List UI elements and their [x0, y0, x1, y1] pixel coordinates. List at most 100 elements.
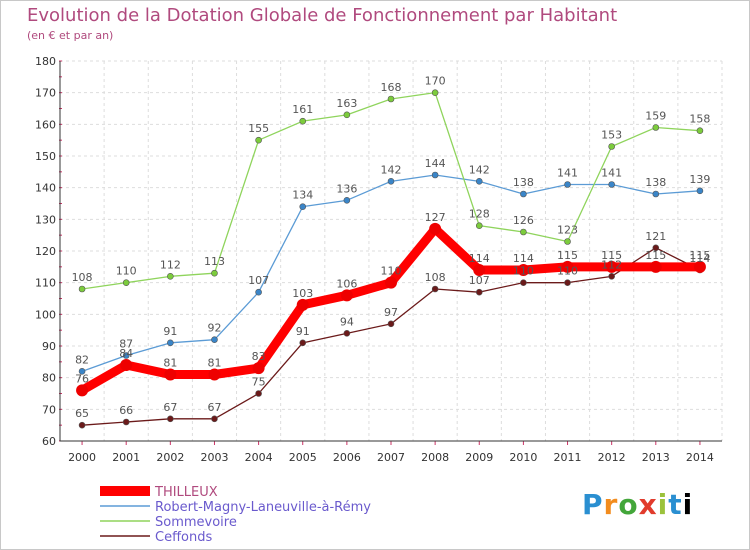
y-tick-label: 60: [42, 435, 56, 448]
data-point: [387, 320, 395, 328]
data-point: [255, 288, 262, 296]
data-label: 65: [75, 407, 89, 420]
x-tick-label: 2009: [465, 451, 493, 464]
data-point: [475, 288, 483, 296]
data-label: 141: [557, 167, 578, 180]
data-label: 83: [252, 350, 266, 363]
y-tick-label: 90: [42, 340, 56, 353]
data-point: [340, 289, 353, 302]
data-point: [608, 143, 615, 150]
x-tick-label: 2004: [245, 451, 273, 464]
data-label: 159: [645, 110, 666, 123]
data-point: [473, 264, 486, 276]
data-label: 81: [207, 357, 221, 370]
data-label: 107: [248, 274, 269, 287]
data-label: 75: [252, 376, 266, 389]
data-label: 91: [296, 325, 310, 338]
data-point: [120, 359, 133, 371]
data-label: 121: [645, 230, 666, 243]
data-label: 123: [557, 224, 578, 237]
y-tick-label: 110: [35, 277, 56, 290]
y-tick-label: 150: [35, 150, 56, 163]
proxiti-logo: Proxiti: [582, 488, 694, 521]
chart-subtitle: (en € et par an): [27, 29, 114, 42]
data-label: 97: [384, 306, 398, 319]
data-point: [78, 421, 86, 429]
y-tick-label: 140: [35, 182, 56, 195]
data-point: [605, 260, 618, 273]
data-point: [696, 127, 704, 134]
data-point: [520, 279, 527, 286]
data-label: 76: [75, 372, 89, 385]
data-point: [564, 279, 571, 286]
data-point: [122, 352, 130, 359]
data-point: [211, 269, 218, 277]
data-label: 163: [336, 97, 357, 110]
data-label: 141: [601, 167, 622, 180]
data-point: [696, 187, 704, 195]
data-label: 161: [292, 103, 313, 116]
x-tick-label: 2000: [68, 451, 96, 464]
data-point: [564, 181, 571, 188]
data-point: [649, 260, 662, 273]
data-point: [385, 276, 397, 289]
grid-lines: [59, 60, 723, 442]
data-label: 114: [513, 252, 534, 265]
data-point: [564, 238, 571, 245]
x-tick-label: 2013: [642, 451, 670, 464]
data-point: [431, 89, 439, 96]
data-label: 170: [425, 75, 446, 88]
data-point: [652, 124, 660, 131]
data-point: [520, 228, 527, 236]
data-label: 115: [557, 249, 578, 262]
legend-label: Ceffonds: [155, 530, 212, 545]
y-tick-label: 160: [35, 118, 56, 131]
data-point: [475, 178, 483, 185]
data-point: [167, 415, 174, 423]
data-label: 126: [513, 214, 534, 227]
x-tick-label: 2006: [333, 451, 361, 464]
data-point: [255, 390, 262, 397]
data-label: 66: [119, 404, 133, 417]
data-label: 110: [381, 265, 402, 278]
data-point: [299, 339, 307, 347]
data-label: 127: [425, 211, 446, 224]
data-point: [652, 190, 660, 198]
data-label: 82: [75, 353, 89, 366]
data-label: 158: [689, 113, 710, 126]
data-point: [431, 171, 439, 179]
legend-label: THILLEUX: [154, 485, 218, 500]
data-point: [517, 264, 530, 276]
x-tick-label: 2001: [112, 451, 140, 464]
y-tick-label: 130: [35, 213, 56, 226]
data-label: 87: [119, 338, 133, 351]
y-tick-label: 80: [42, 372, 56, 385]
x-tick-label: 2008: [421, 451, 449, 464]
data-label: 67: [207, 401, 221, 414]
series-layer: [76, 89, 706, 429]
data-point: [252, 362, 265, 375]
data-point: [299, 117, 307, 125]
data-point: [211, 415, 218, 423]
data-point: [78, 368, 86, 375]
x-tick-label: 2011: [554, 451, 582, 464]
data-label: 115: [689, 249, 710, 262]
data-point: [520, 190, 527, 198]
data-label: 155: [248, 122, 269, 135]
data-label: 110: [557, 265, 578, 278]
y-tick-label: 100: [35, 308, 56, 321]
data-label: 142: [381, 163, 402, 176]
data-label: 91: [163, 325, 177, 338]
data-point: [561, 260, 574, 273]
x-tick-label: 2010: [509, 451, 537, 464]
data-label: 142: [469, 163, 490, 176]
data-label: 139: [689, 173, 710, 186]
data-labels: 65 66 67 67 75 91 94 97 108 107 110 110 112 121 114 82 8…: [72, 75, 711, 420]
legend-label: Robert-Magny-Laneuville-à-Rémy: [155, 500, 371, 515]
data-point: [343, 111, 351, 119]
data-point: [343, 330, 351, 337]
data-point: [475, 222, 483, 229]
data-point: [429, 222, 442, 235]
data-label: 138: [513, 176, 534, 189]
y-tick-label: 70: [42, 403, 56, 416]
